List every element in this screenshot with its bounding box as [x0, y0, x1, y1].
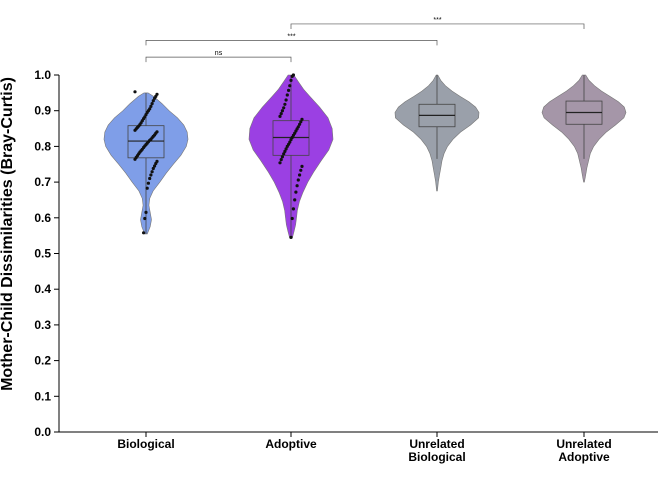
- y-axis-label: Mother-Child Dissimilarities (Bray-Curti…: [0, 77, 16, 391]
- y-ticks: 0.0 0.1 0.2 0.3 0.4 0.5 0.6 0.7 0.8 0.9 1.0: [34, 68, 59, 439]
- data-point: [278, 114, 282, 118]
- data-point: [150, 170, 154, 174]
- data-point: [153, 96, 157, 100]
- x-category-label: Unrelated Biological: [408, 437, 465, 464]
- y-tick-label: 0.9: [34, 104, 51, 118]
- y-tick-label: 0.8: [34, 139, 51, 153]
- data-point: [284, 98, 288, 102]
- data-point: [278, 161, 282, 165]
- data-point: [142, 231, 146, 235]
- data-point: [282, 152, 286, 156]
- data-point: [284, 147, 288, 151]
- data-point: [282, 106, 286, 110]
- data-point: [289, 78, 293, 82]
- data-point: [290, 74, 294, 78]
- data-point: [294, 190, 298, 194]
- y-tick-label: 0.7: [34, 175, 51, 189]
- data-point: [289, 235, 293, 239]
- data-point: [133, 128, 137, 132]
- x-category-label: Adoptive: [265, 437, 317, 451]
- data-point: [153, 164, 157, 168]
- data-point: [288, 84, 292, 88]
- data-point: [133, 157, 137, 161]
- data-point: [151, 166, 155, 171]
- data-point: [283, 102, 287, 106]
- y-tick-label: 0.1: [34, 389, 51, 403]
- data-point: [146, 181, 150, 185]
- data-point: [285, 144, 289, 148]
- boxplot-box: [127, 125, 165, 159]
- data-point: [285, 93, 289, 97]
- data-point: [299, 120, 303, 124]
- y-tick-label: 1.0: [34, 68, 51, 82]
- data-point: [149, 173, 153, 177]
- data-point: [298, 173, 302, 177]
- data-point: [300, 117, 304, 121]
- data-point: [133, 90, 137, 94]
- data-point: [283, 149, 287, 153]
- x-category-labels: Biological Adoptive Unrelated Biological Unr…: [117, 432, 612, 464]
- data-point: [295, 184, 299, 188]
- data-point: [298, 122, 302, 126]
- y-tick-label: 0.5: [34, 247, 51, 261]
- significance-label: ***: [433, 17, 441, 24]
- data-point: [279, 112, 283, 116]
- data-point: [279, 158, 283, 162]
- significance-bracket: [290, 23, 585, 29]
- y-tick-label: 0.6: [34, 211, 51, 225]
- significance-label: ***: [287, 33, 295, 40]
- data-point: [150, 102, 154, 106]
- data-point: [299, 168, 303, 172]
- y-tick-label: 0.4: [34, 282, 51, 296]
- data-point: [291, 207, 295, 211]
- data-point: [154, 161, 158, 166]
- data-point: [287, 88, 291, 92]
- data-point: [280, 109, 284, 113]
- y-tick-label: 0.3: [34, 318, 51, 332]
- x-category-label: Biological: [117, 437, 174, 451]
- y-tick-label: 0.0: [34, 425, 51, 439]
- data-point: [280, 155, 284, 159]
- data-point: [149, 104, 153, 108]
- significance-bracket: [145, 40, 438, 46]
- data-point: [151, 99, 155, 103]
- data-point: [290, 216, 294, 221]
- data-point: [296, 178, 300, 182]
- x-category-label: Unrelated Adoptive: [556, 437, 611, 464]
- data-point: [143, 216, 147, 221]
- significance-brackets: ns *** ***: [145, 17, 585, 63]
- y-tick-label: 0.2: [34, 354, 51, 368]
- data-point: [145, 186, 149, 190]
- data-point: [144, 210, 148, 214]
- data-point: [289, 138, 293, 142]
- violins: [103, 73, 627, 239]
- significance-bracket: [145, 56, 292, 63]
- significance-label: ns: [215, 50, 223, 57]
- data-point: [148, 176, 152, 181]
- data-point: [293, 198, 297, 202]
- data-point: [300, 164, 304, 168]
